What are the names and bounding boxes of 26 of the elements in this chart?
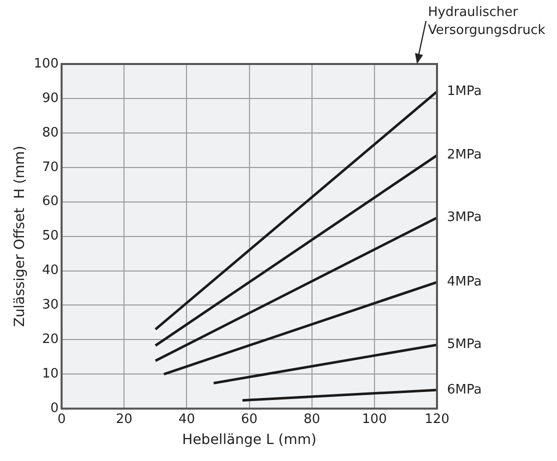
y-tick-label: 30 bbox=[42, 298, 59, 313]
y-axis-title: Zulässiger Offset H (mm) bbox=[12, 146, 28, 327]
x-tick-label: 20 bbox=[116, 412, 132, 427]
legend-title: Hydraulischer Versorgungsdruck bbox=[428, 4, 546, 40]
x-tick-label: 60 bbox=[241, 412, 258, 427]
y-tick-label: 80 bbox=[42, 125, 59, 140]
series-label: 4MPa bbox=[447, 274, 482, 290]
series-label: 1MPa bbox=[447, 84, 482, 99]
y-tick-label: 10 bbox=[42, 366, 59, 382]
x-tick-label: 120 bbox=[424, 412, 450, 427]
series-label: 5MPa bbox=[447, 337, 482, 352]
y-tick-label: 50 bbox=[42, 228, 59, 244]
x-tick-label: 40 bbox=[178, 412, 196, 427]
y-tick-label: 90 bbox=[42, 90, 59, 106]
y-tick-label: 70 bbox=[42, 160, 59, 175]
x-tick-label: 80 bbox=[304, 412, 320, 427]
y-tick-label: 0 bbox=[50, 400, 59, 416]
y-tick-label: 100 bbox=[34, 56, 59, 72]
y-tick-label: 40 bbox=[42, 263, 59, 278]
x-tick-label: 100 bbox=[362, 412, 387, 427]
series-label: 6MPa bbox=[447, 382, 482, 398]
series-label: 2MPa bbox=[447, 148, 482, 163]
series-label: 3MPa bbox=[447, 210, 482, 226]
y-tick-label: 60 bbox=[42, 194, 59, 210]
x-axis-title: Hebellänge L (mm) bbox=[182, 432, 316, 448]
y-tick-label: 20 bbox=[42, 332, 59, 348]
